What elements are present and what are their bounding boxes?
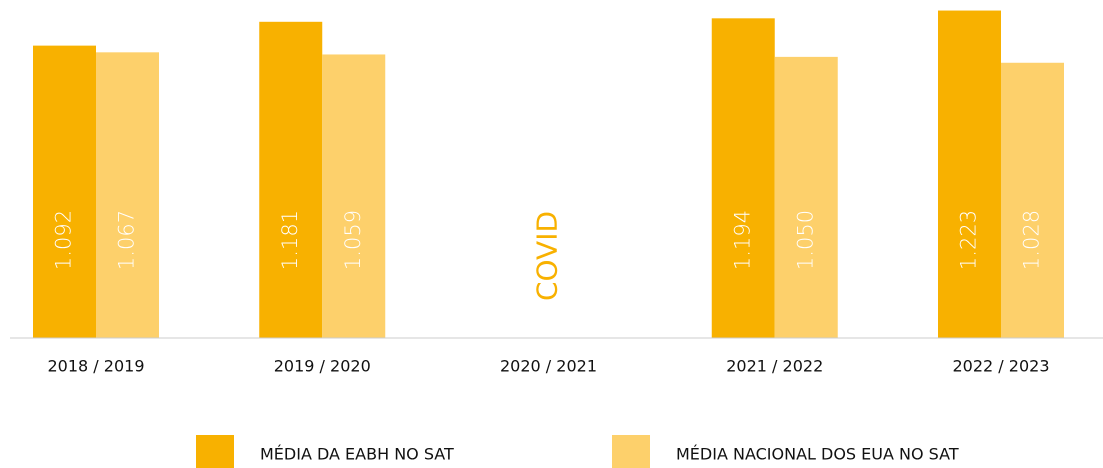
bar (33, 45, 96, 339)
annotation: COVID (531, 211, 564, 301)
x-tick-label: 2019 / 2020 (274, 357, 371, 376)
value-label: 1.067 (115, 210, 139, 270)
bar (711, 18, 775, 338)
bar (322, 54, 386, 338)
bar (259, 21, 323, 338)
value-label: 1.028 (1020, 210, 1044, 270)
bar (96, 52, 159, 338)
legend-label: MÉDIA DA EABH NO SAT (260, 445, 454, 464)
x-tick-label: 2020 / 2021 (500, 357, 597, 376)
bar (1001, 62, 1064, 338)
legend-swatch (612, 435, 650, 468)
legend-swatch (196, 435, 234, 468)
x-tick-label: 2021 / 2022 (726, 357, 823, 376)
value-label: 1.050 (793, 210, 817, 270)
bar (774, 56, 838, 338)
value-label: 1.223 (957, 210, 981, 270)
value-label: 1.194 (730, 210, 754, 270)
value-label: 1.092 (52, 210, 76, 270)
x-tick-label: 2018 / 2019 (48, 357, 145, 376)
bar (938, 10, 1001, 339)
value-label: 1.181 (278, 210, 302, 270)
value-label: 1.059 (341, 210, 365, 270)
legend-label: MÉDIA NACIONAL DOS EUA NO SAT (676, 445, 959, 464)
x-tick-label: 2022 / 2023 (953, 357, 1050, 376)
